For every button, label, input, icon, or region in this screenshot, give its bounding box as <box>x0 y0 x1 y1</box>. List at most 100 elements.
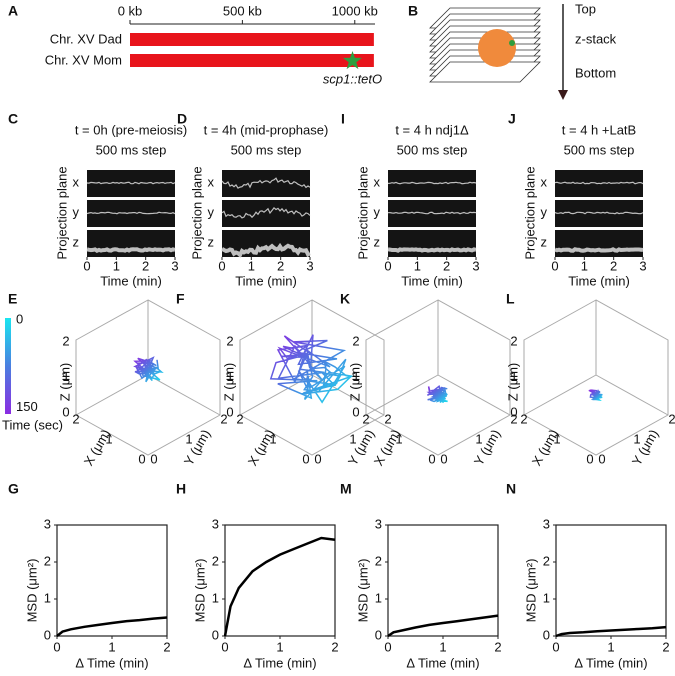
y-tick-label: 3 <box>375 516 382 531</box>
x-tick-label: 2 <box>443 258 450 273</box>
trajectory <box>269 334 354 404</box>
x-tick-label: 1 <box>395 431 402 446</box>
panel-label: M <box>340 481 352 497</box>
x-tick-label: 1 <box>439 639 446 654</box>
y-tick-label: 2 <box>668 411 675 426</box>
kymo-title: t = 4 h +LatB <box>562 122 636 137</box>
x-axis-label: X (μm) <box>81 427 114 469</box>
kymo-trace <box>86 247 176 253</box>
locus-star <box>343 51 362 70</box>
x-tick-label: 0 <box>428 451 435 466</box>
x-axis-label: Time (min) <box>568 273 630 288</box>
y-tick-label: 2 <box>384 411 391 426</box>
kymo-trace <box>220 242 312 259</box>
y-tick-label: 2 <box>543 553 550 568</box>
panel-label: I <box>341 111 345 127</box>
y-tick-label: 0 <box>440 451 447 466</box>
z-tick-label: 2 <box>510 333 517 348</box>
x-tick-label: 0 <box>221 639 228 654</box>
kymo-subtitle: 500 ms step <box>96 142 167 157</box>
y-tick-label: 1 <box>543 590 550 605</box>
y-tick-label: 3 <box>212 516 219 531</box>
y-tick-label: 0 <box>598 451 605 466</box>
kymo-title: t = 4 h ndj1Δ <box>395 122 469 137</box>
x-tick-label: 3 <box>472 258 479 273</box>
trajectory <box>588 388 603 402</box>
y-tick-label: 0 <box>44 627 51 642</box>
x-tick-label: 0 <box>552 639 559 654</box>
kymo-subtitle: 500 ms step <box>564 142 635 157</box>
y-axis-label: Projection plane <box>54 166 69 259</box>
row-label: x <box>73 174 80 189</box>
x-axis-label: Δ Time (min) <box>574 655 647 670</box>
x-axis-label: X (μm) <box>245 427 278 469</box>
row-label: z <box>374 234 381 249</box>
x-tick-label: 3 <box>639 258 646 273</box>
row-label: z <box>73 234 80 249</box>
z-axis-label: Z (μm) <box>221 363 236 402</box>
x-tick-label: 0 kb <box>118 3 143 18</box>
panel-label: N <box>506 481 516 497</box>
x-tick-label: 2 <box>236 411 243 426</box>
y-axis-label: Projection plane <box>355 166 370 259</box>
z-axis-label: Z (μm) <box>57 363 72 402</box>
kymo-trace <box>221 207 311 219</box>
kymo-trace <box>554 247 644 253</box>
y-tick-label: 1 <box>44 590 51 605</box>
x-tick-label: 1 <box>553 431 560 446</box>
x-tick-label: 0 <box>53 639 60 654</box>
x-tick-label: 1 <box>607 639 614 654</box>
y-tick-label: 1 <box>185 431 192 446</box>
kymo-trace <box>387 211 477 215</box>
z-tick-label: 2 <box>352 333 359 348</box>
x-tick-label: 2 <box>331 639 338 654</box>
colorbar-label: Time (sec) <box>2 417 63 432</box>
z-tick-label: 1 <box>62 369 69 384</box>
row-label: y <box>73 204 80 219</box>
x-tick-label: 3 <box>306 258 313 273</box>
kymo-trace <box>86 211 176 215</box>
chromosome-bar <box>130 33 374 46</box>
y-tick-label: 0 <box>150 451 157 466</box>
x-tick-label: 1 <box>113 258 120 273</box>
x-tick-label: 500 kb <box>223 3 262 18</box>
row-label: x <box>541 174 548 189</box>
x-tick-label: 0 <box>586 451 593 466</box>
y-tick-label: 0 <box>314 451 321 466</box>
y-tick-label: 1 <box>212 590 219 605</box>
locus-label: scp1::tetO <box>323 71 382 86</box>
panel-label: H <box>176 481 186 497</box>
x-tick-label: 0 <box>384 258 391 273</box>
row-label: x <box>208 174 215 189</box>
y-tick-label: 2 <box>220 411 227 426</box>
colorbar-tick: 0 <box>16 311 23 326</box>
z-tick-label: 2 <box>62 333 69 348</box>
panel-label: D <box>177 111 187 127</box>
y-tick-label: 0 <box>212 627 219 642</box>
z-stack-label: z-stack <box>575 31 617 46</box>
y-tick-label: 1 <box>349 431 356 446</box>
y-tick-label: 1 <box>375 590 382 605</box>
z-bottom: Bottom <box>575 65 616 80</box>
x-tick-label: 0 <box>302 451 309 466</box>
kymo-image <box>222 200 310 227</box>
panel-label: J <box>508 111 516 127</box>
x-tick-label: 2 <box>662 639 669 654</box>
x-axis-label: Δ Time (min) <box>75 655 148 670</box>
panel-label: L <box>506 291 515 307</box>
x-axis-label: Time (min) <box>100 273 162 288</box>
row-label: x <box>374 174 381 189</box>
box-outline <box>365 299 511 456</box>
x-tick-label: 2 <box>494 639 501 654</box>
z-stack-drawing <box>429 4 568 100</box>
y-axis-label: MSD (μm²) <box>523 559 538 623</box>
x-axis-label: Δ Time (min) <box>406 655 479 670</box>
plot-frame <box>555 524 667 637</box>
z-tick-label: 1 <box>226 369 233 384</box>
x-tick-label: 1 <box>414 258 421 273</box>
colorbar <box>5 318 11 414</box>
x-tick-label: 2 <box>362 411 369 426</box>
kymo-trace <box>387 247 477 253</box>
x-tick-label: 2 <box>520 411 527 426</box>
y-axis-label: MSD (μm²) <box>355 559 370 623</box>
